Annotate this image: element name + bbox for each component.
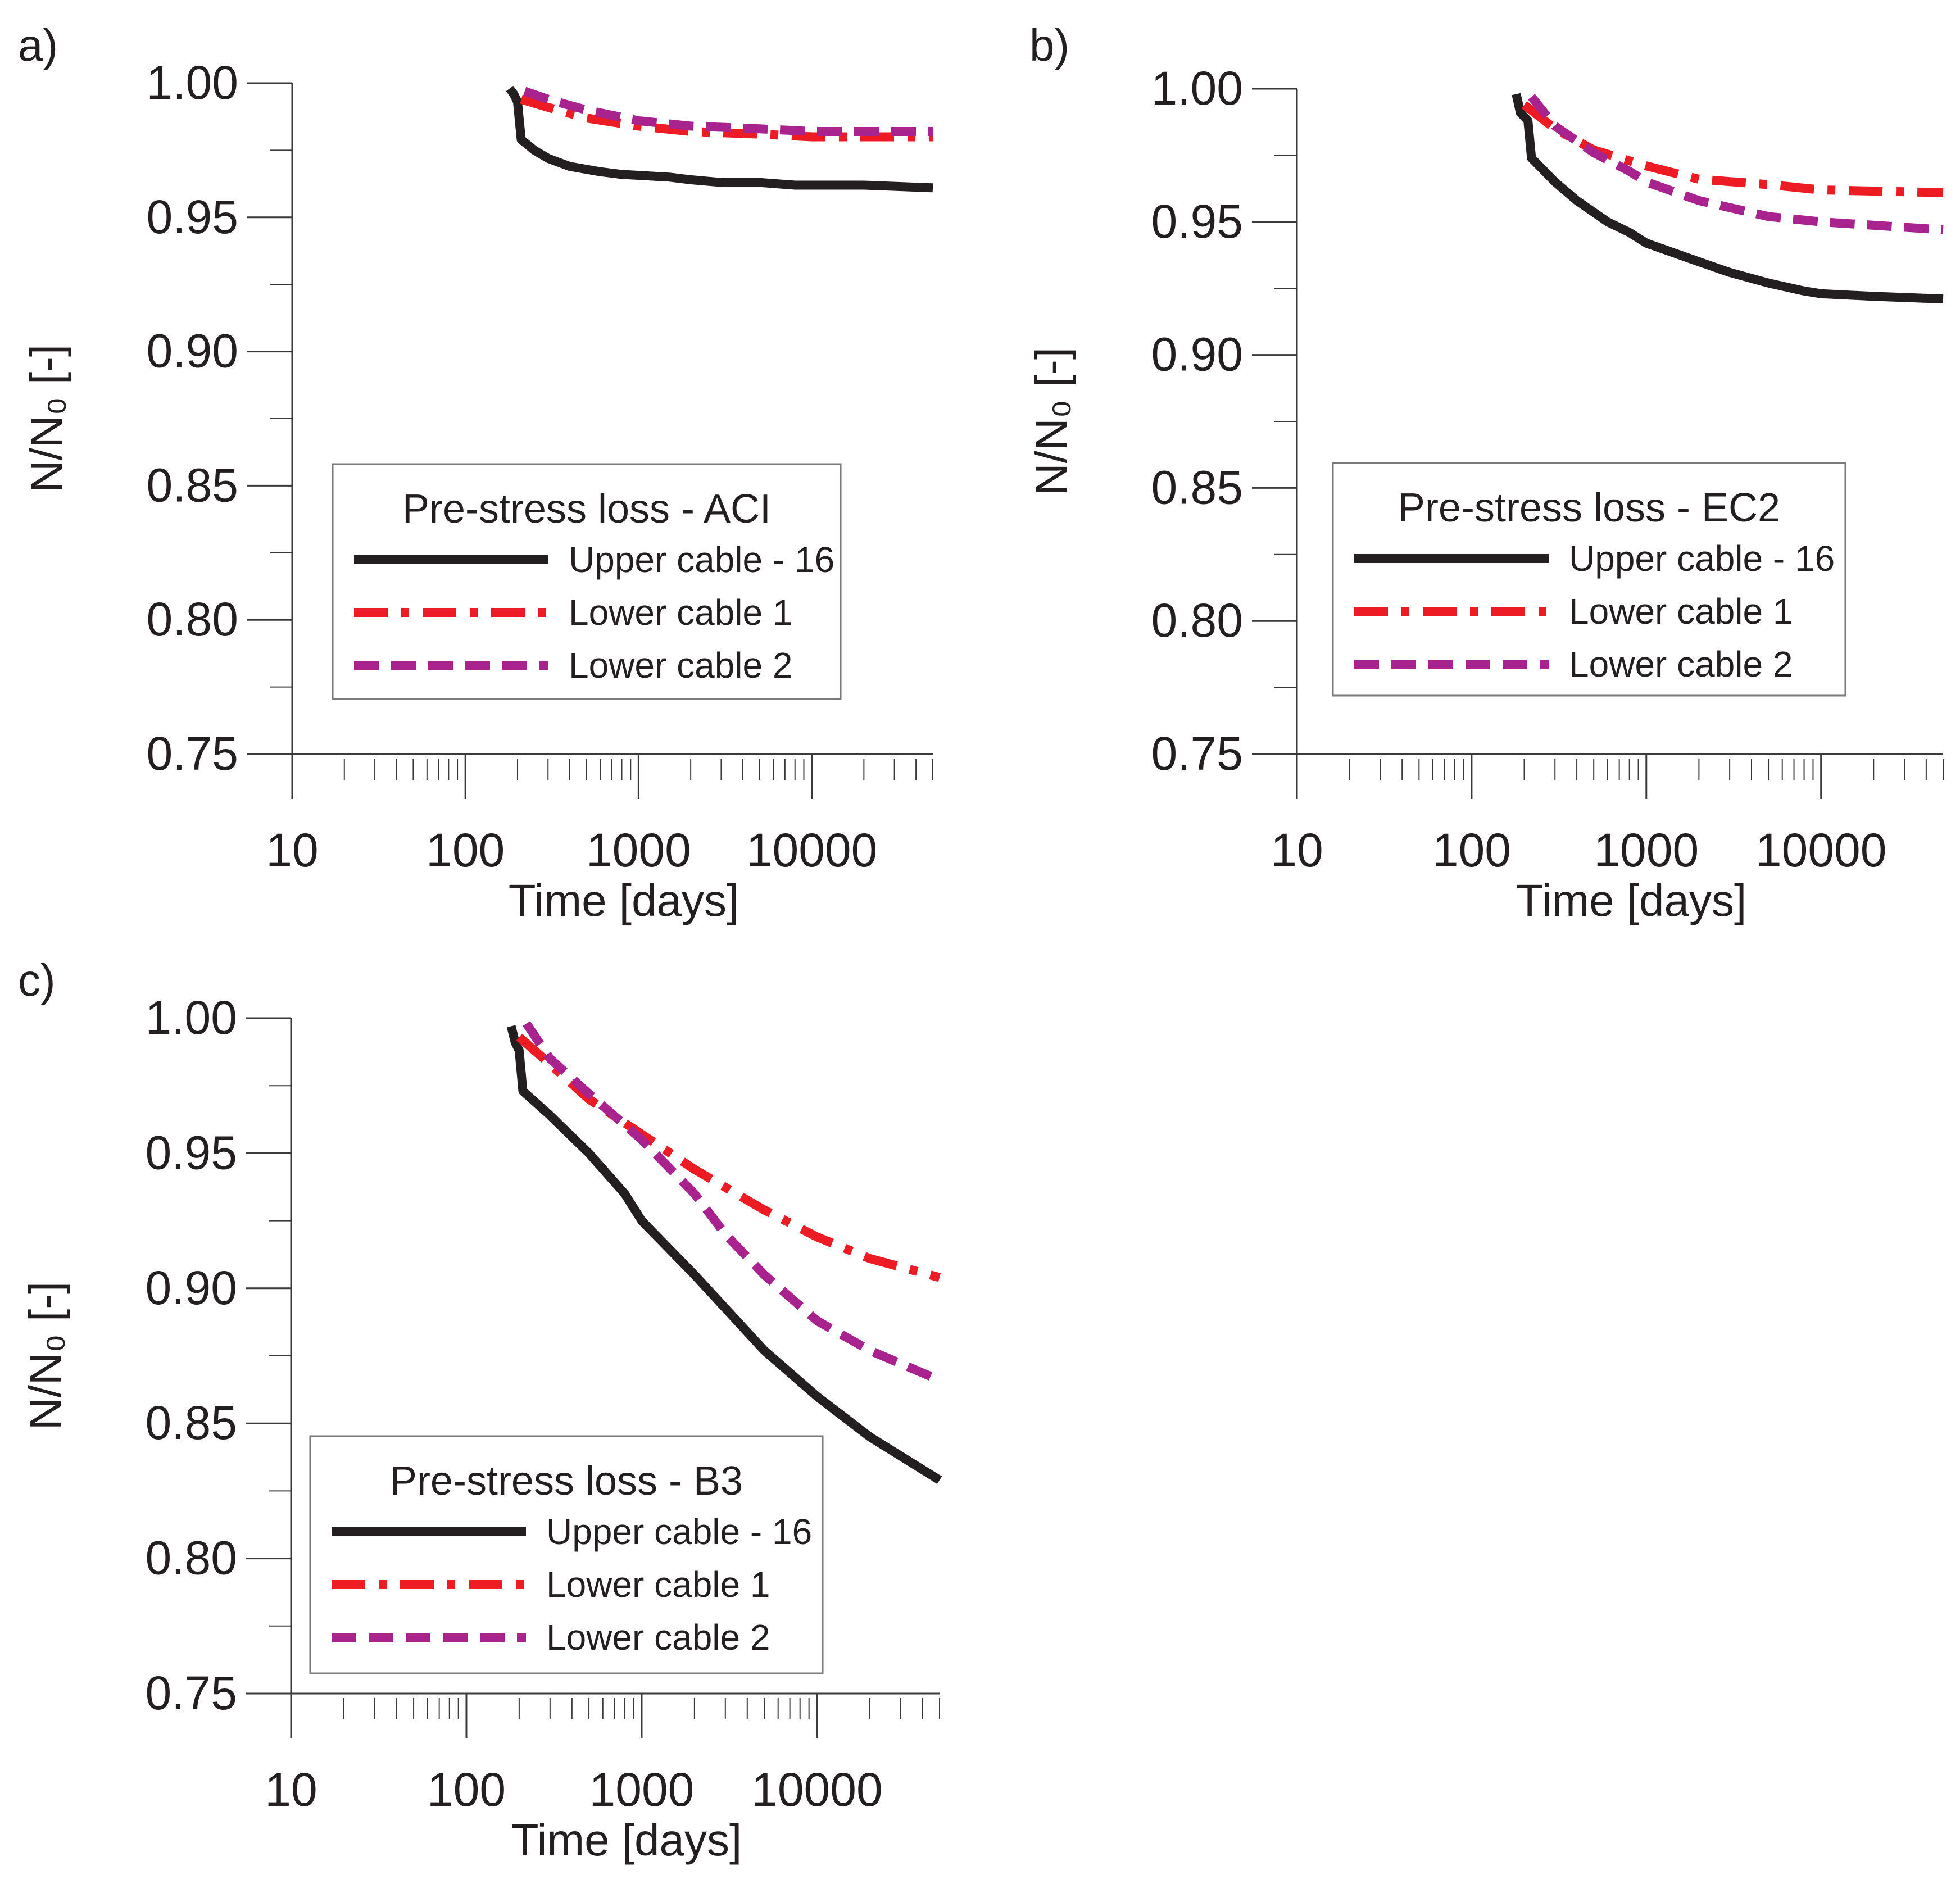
y-tick-label: 0.75 [146,1667,238,1719]
legend-title: Pre-stress loss - ACI [402,487,771,532]
y-tick-label: 0.80 [1151,594,1244,647]
y-tick-label: 1.00 [1151,62,1244,115]
y-tick-label: 0.80 [146,1532,238,1585]
series-line-1 [506,1025,942,1484]
legend-label: Upper cable - 16 [546,1511,812,1552]
x-tick-label: 100 [427,1763,506,1816]
legend-box [1332,462,1846,697]
legend-label: Lower cable 1 [546,1564,770,1605]
legend: Pre-stress loss - EC2 Upper cable - 16 Low… [1332,462,1846,697]
y-tick-label: 0.95 [146,1126,238,1179]
series-line-3 [523,1021,942,1384]
y-tick-label: 0.95 [147,190,239,243]
y-tick-label: 0.90 [147,325,239,378]
x-tick-label: 10000 [746,824,878,877]
y-tick-label: 0.85 [1151,461,1244,514]
y-tick-label: 0.75 [147,727,239,780]
legend-label: Upper cable - 16 [569,539,834,580]
y-axis-title: N/N₀ [-] [21,344,71,493]
series-line-1 [1512,93,1944,304]
legend-label: Lower cable 2 [546,1617,770,1658]
y-tick-label: 0.85 [147,458,239,511]
legend-label: Upper cable - 16 [1569,538,1835,579]
y-axis-title: N/N₀ [-] [20,1282,70,1430]
y-tick-label: 0.75 [1151,727,1244,780]
y-tick-label: 0.80 [147,593,239,646]
legend-label: Lower cable 1 [569,592,792,633]
panel-letter: b) [1029,20,1069,70]
series-line-3 [523,87,933,136]
legend: Pre-stress loss - B3 Upper cable - 16 Lowe… [309,1435,824,1674]
x-tick-label: 1000 [586,824,691,877]
x-tick-label: 1000 [589,1763,695,1816]
x-tick-label: 10 [1271,824,1323,877]
panel-letter: c) [18,955,56,1005]
x-axis-title: Time [days] [511,1815,742,1865]
x-axis-title: Time [days] [1516,875,1746,925]
y-axis-title: N/N₀ [-] [1026,347,1076,496]
legend-box [332,463,842,700]
y-tick-label: 0.95 [1151,195,1244,248]
series-line-2 [1521,101,1944,197]
x-tick-label: 100 [426,824,505,877]
x-tick-label: 10 [265,1763,317,1816]
legend-label: Lower cable 2 [1569,644,1793,684]
chart-panel-2: b) 1.00 0.95 0.90 0.85 0.80 0.75 10 100 1000 10000… [1026,20,1944,925]
legend-box [309,1435,824,1674]
x-tick-label: 10000 [1755,824,1887,877]
chart-panel-3: c) 1.00 0.95 0.90 0.85 0.80 0.75 10 100 1000 10000… [18,955,942,1865]
series-line-2 [516,1033,941,1282]
y-tick-label: 1.00 [146,991,238,1044]
y-tick-label: 0.85 [146,1396,238,1449]
legend-label: Lower cable 2 [569,645,792,685]
y-tick-label: 1.00 [147,56,239,109]
series-line-1 [506,85,933,193]
series-line-3 [1528,94,1944,234]
y-tick-label: 0.90 [1151,328,1244,381]
x-tick-label: 10000 [751,1763,883,1816]
x-axis-title: Time [days] [509,875,739,925]
panel-letter: a) [18,20,58,70]
legend: Pre-stress loss - ACI Upper cable - 16 Low… [332,463,842,700]
y-tick-label: 0.90 [146,1261,238,1314]
legend-label: Lower cable 1 [1569,591,1793,632]
x-tick-label: 1000 [1594,824,1699,877]
legend-title: Pre-stress loss - B3 [390,1459,743,1504]
series-line-2 [520,95,933,142]
legend-title: Pre-stress loss - EC2 [1398,485,1780,530]
chart-panel-1: a) 1.00 0.95 0.90 0.85 0.80 0.75 10 100 1000 10000… [18,20,933,925]
x-tick-label: 10 [266,824,318,877]
x-tick-label: 100 [1432,824,1511,877]
